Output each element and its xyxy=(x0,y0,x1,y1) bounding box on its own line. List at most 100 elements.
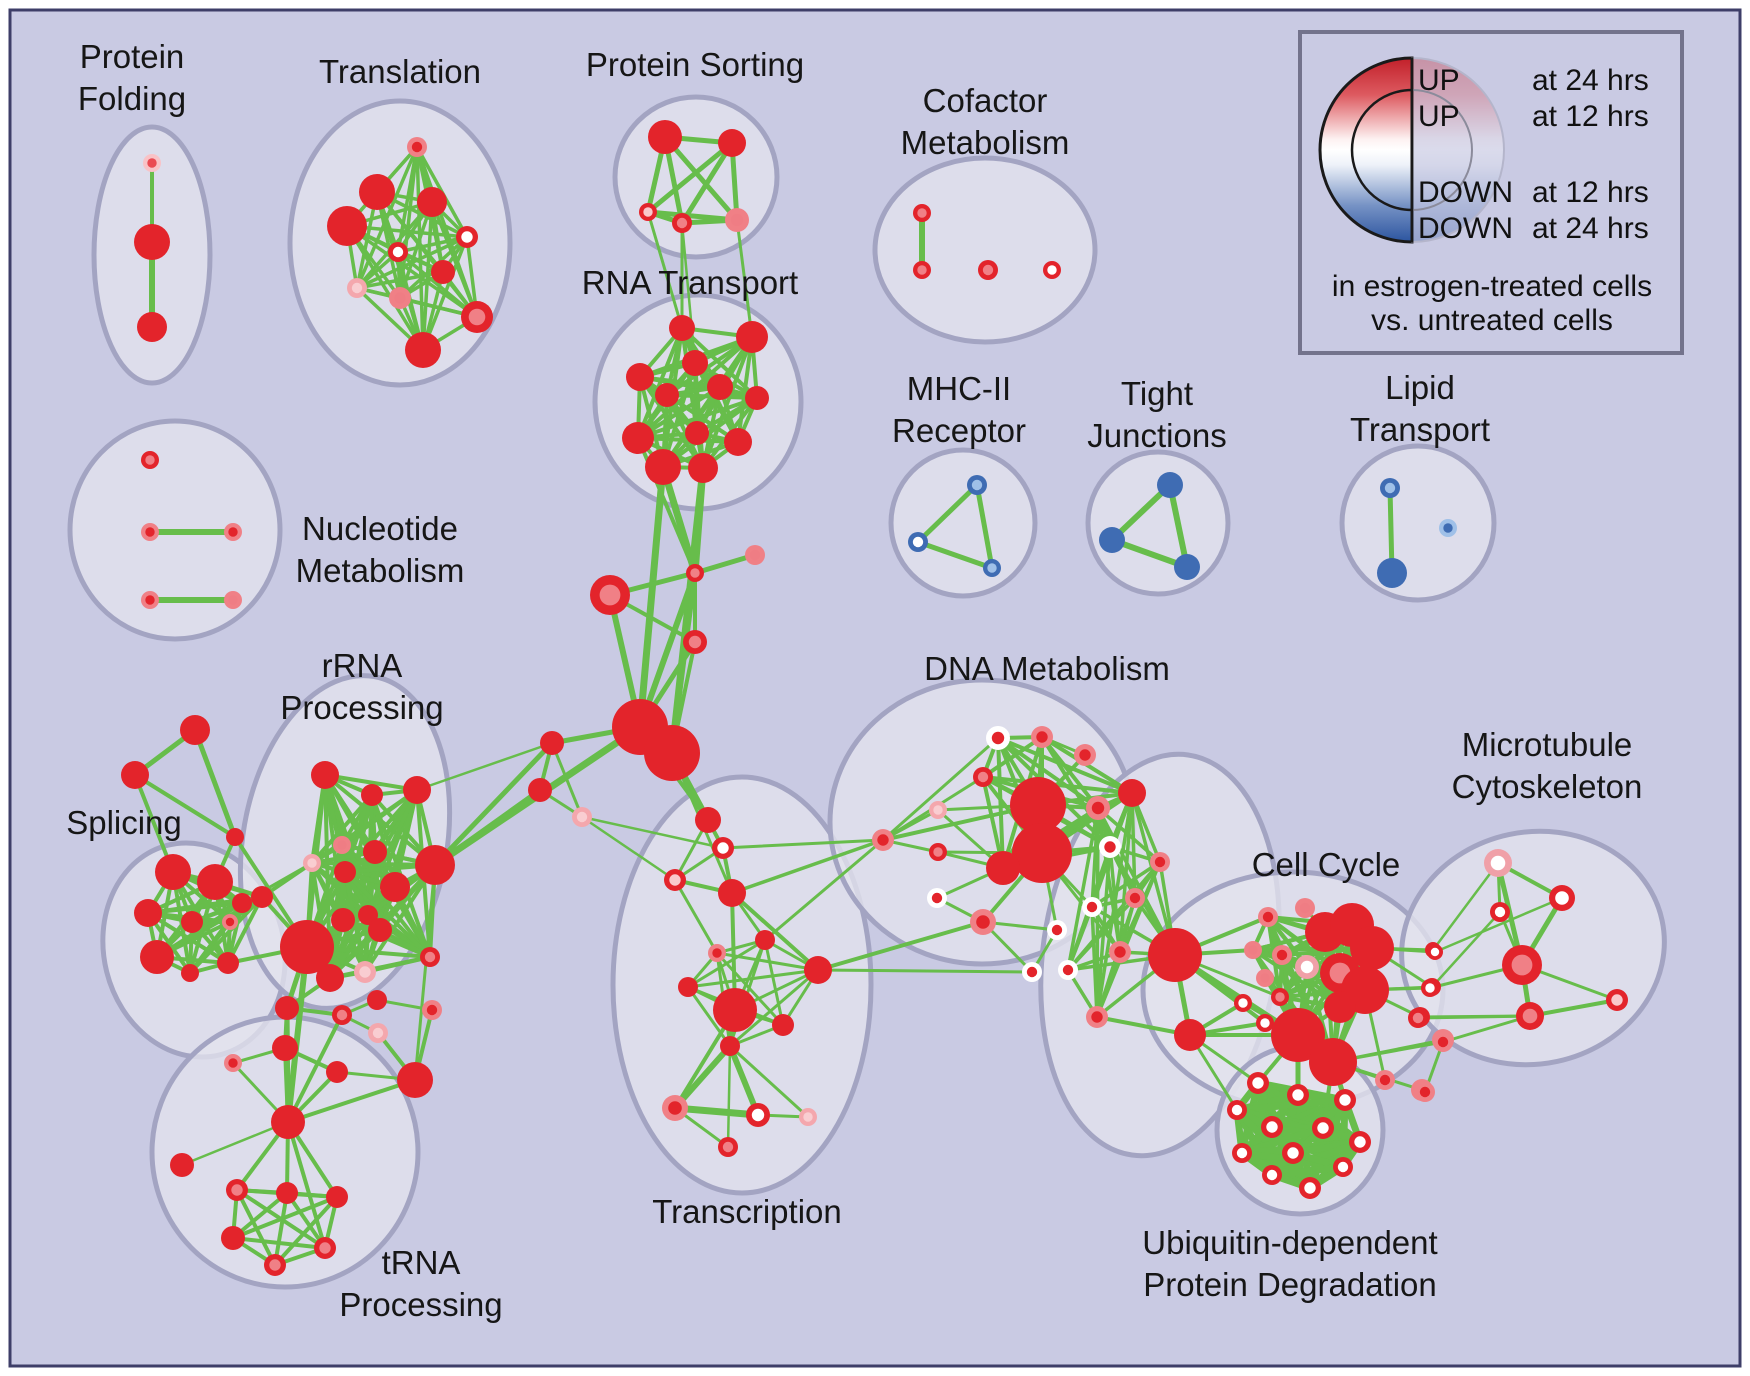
edge-tr2-tr5 xyxy=(285,1191,327,1250)
edge-mt1-cc24 xyxy=(1431,861,1500,952)
legend-border xyxy=(1298,30,1684,355)
node-dm21-center xyxy=(1062,964,1074,976)
label-transcription: Transcription xyxy=(652,1193,842,1230)
node-tx11 xyxy=(720,1036,740,1056)
node-rr15-center xyxy=(359,966,371,978)
node-rr10 xyxy=(358,905,378,925)
edge-tx6-tx3 xyxy=(673,878,719,955)
node-tr_iso xyxy=(170,1153,194,1177)
node-rr9 xyxy=(331,908,355,932)
label-trna-processing: tRNA xyxy=(382,1244,461,1281)
edge-tx12-tx13 xyxy=(671,1104,762,1119)
edge-sp8-sp10 xyxy=(188,895,264,975)
edge-spt2-spt3 xyxy=(133,773,237,839)
node-sp1 xyxy=(155,854,191,890)
edge-tl4-tl5 xyxy=(345,224,469,239)
node-tr4 xyxy=(221,1226,245,1250)
edge-dm_b-dm1 xyxy=(881,736,1000,842)
legend-inner-circle-right xyxy=(1411,89,1473,211)
node-rr12 xyxy=(280,920,334,974)
node-rr1 xyxy=(311,761,339,789)
node-tj2 xyxy=(1099,527,1125,553)
node-ps4-center xyxy=(676,217,688,229)
node-rr13 xyxy=(316,964,344,992)
node-rt12 xyxy=(688,453,718,483)
edge-dm11-dm21 xyxy=(1066,806,1100,972)
node-tl8-center xyxy=(351,282,363,294)
edge-ps1-ps5 xyxy=(662,134,740,223)
node-cc17 xyxy=(1324,991,1356,1023)
edge-lc3-tx3 xyxy=(580,815,677,882)
node-rtx3-center xyxy=(688,635,702,649)
node-lp3-center xyxy=(1443,523,1453,533)
network-nodes xyxy=(121,120,1628,1276)
node-ub9-center xyxy=(1287,1147,1299,1159)
edge-tx7-tx8 xyxy=(686,968,820,989)
node-dm_b-center xyxy=(877,834,889,846)
edge-dm_b-tx5 xyxy=(763,838,885,942)
edge-mt7-mt8 xyxy=(1441,1014,1532,1044)
node-tl9-center xyxy=(394,292,406,304)
node-lp2 xyxy=(1377,558,1407,588)
label-translation: Translation xyxy=(319,53,481,90)
node-dmx-center xyxy=(1091,1011,1103,1023)
edge-ub10-ub11 xyxy=(1268,1163,1347,1179)
edge-dm11-dm13 xyxy=(1096,806,1162,864)
edge-tr2-tr6 xyxy=(273,1191,289,1267)
node-mt10-center xyxy=(1419,1086,1431,1098)
node-tx8 xyxy=(678,977,698,997)
node-nm1-center xyxy=(145,455,155,465)
node-rb7 xyxy=(326,1061,348,1083)
edge-tj1-tj3 xyxy=(1167,482,1190,570)
node-hub2 xyxy=(644,725,700,781)
node-ccl xyxy=(1174,1019,1206,1051)
legend-circle-left-half xyxy=(1318,56,1414,244)
edge-rr12-tr_hub xyxy=(285,944,310,1125)
edge-dm12-dm19 xyxy=(1108,845,1122,954)
edge-dm16-dm21 xyxy=(1066,905,1094,972)
edge-tl4-tl10 xyxy=(345,224,479,319)
edge-mh1-mh2 xyxy=(915,482,980,545)
node-rtx1-center xyxy=(690,568,700,578)
edge-rr14-rr15 xyxy=(363,955,432,974)
node-rt11 xyxy=(645,449,681,485)
node-cc4-center xyxy=(1276,949,1288,961)
node-ub2-center xyxy=(1292,1089,1304,1101)
node-mt2-center xyxy=(1555,891,1569,905)
edge-mh1-mh3 xyxy=(974,482,995,571)
edge-rt2-rt12 xyxy=(701,335,754,470)
node-tl6-center xyxy=(392,246,404,258)
node-cc13-center xyxy=(1238,998,1248,1008)
node-mt3-center xyxy=(1494,906,1506,918)
node-cc5-center xyxy=(1260,973,1270,983)
node-ub7-center xyxy=(1354,1136,1366,1148)
edge-tl5-tl6 xyxy=(396,235,469,254)
label-rrna-processing: rRNA xyxy=(322,647,403,684)
node-mt6-center xyxy=(1412,1012,1424,1024)
node-dm17-center xyxy=(1129,892,1141,904)
node-rr6-center xyxy=(307,858,317,868)
node-tx15-center xyxy=(722,1141,734,1153)
edge-tr3-tr6 xyxy=(273,1195,339,1267)
node-tx12-center xyxy=(668,1101,682,1115)
node-tl7 xyxy=(431,260,455,284)
node-lc3-center xyxy=(576,811,588,823)
node-tx2-center xyxy=(717,842,729,854)
node-nm5-center xyxy=(228,595,238,605)
node-dm1-center xyxy=(991,731,1005,745)
edge-tj1-tj2 xyxy=(1109,482,1173,543)
edge-tl7-tl8 xyxy=(355,270,445,290)
edge-ps2-ps3 xyxy=(645,140,735,215)
edge-mh2-mh3 xyxy=(915,539,995,571)
node-dm11-center xyxy=(1091,801,1105,815)
legend-inner-circle-left xyxy=(1350,88,1413,212)
node-dm4-center xyxy=(977,771,989,783)
node-tl3 xyxy=(417,187,447,217)
edge-rr3-lc1 xyxy=(415,741,554,792)
edge-rt1-rt8 xyxy=(636,326,684,440)
node-tx14-center xyxy=(803,1112,813,1122)
node-cc16 xyxy=(1309,1038,1357,1086)
node-rtx2-center xyxy=(749,549,761,561)
label-tight-junctions: Tight xyxy=(1121,375,1193,412)
edge-dm2-dm4 xyxy=(981,735,1044,779)
